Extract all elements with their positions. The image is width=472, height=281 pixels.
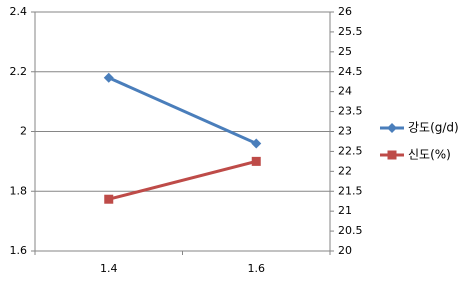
y2-tick-label: 25.5	[338, 25, 363, 38]
legend-marker	[387, 123, 397, 133]
y-tick-label: 1.6	[10, 244, 28, 257]
series-line	[108, 76, 257, 145]
y2-tick-label: 23.5	[338, 105, 363, 118]
y2-tick-label: 25	[338, 45, 352, 58]
y2-tick-label: 24.5	[338, 65, 363, 78]
data-point	[103, 72, 114, 83]
series-line	[108, 159, 257, 201]
data-point	[251, 156, 261, 166]
data-point	[104, 194, 114, 204]
y2-tick-label: 20	[338, 244, 352, 257]
y2-tick-label: 21	[338, 204, 352, 217]
y2-tick-label: 22	[338, 164, 352, 177]
y2-tick-label: 23	[338, 125, 352, 138]
legend-label: 신도(%)	[408, 148, 451, 162]
x-tick-label: 1.4	[100, 262, 118, 275]
y2-tick-label: 24	[338, 85, 352, 98]
y2-tick-label: 22.5	[338, 144, 363, 157]
legend-marker	[387, 150, 397, 160]
y2-tick-label: 20.5	[338, 224, 363, 237]
y2-tick-label: 21.5	[338, 184, 363, 197]
y-tick-label: 1.8	[10, 184, 28, 197]
y2-tick-label: 26	[338, 5, 352, 18]
y-tick-label: 2	[20, 125, 27, 138]
legend-label: 강도(g/d)	[408, 121, 459, 135]
y-tick-label: 2.4	[10, 5, 28, 18]
y-tick-label: 2.2	[10, 65, 28, 78]
x-tick-label: 1.6	[248, 262, 266, 275]
data-point	[251, 138, 262, 149]
